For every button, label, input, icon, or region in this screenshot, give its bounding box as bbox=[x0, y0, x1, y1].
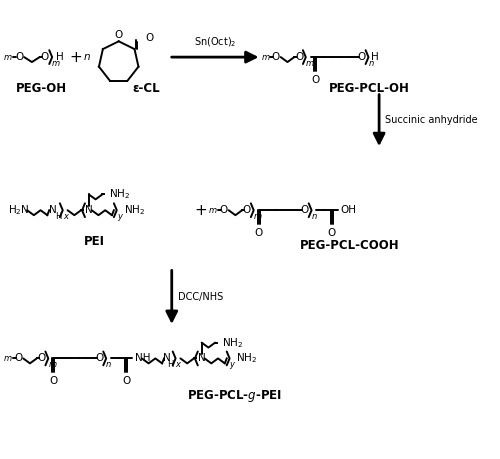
Text: m: m bbox=[52, 59, 60, 68]
Text: O: O bbox=[254, 228, 262, 238]
Text: Succinic anhydride: Succinic anhydride bbox=[385, 115, 478, 125]
Text: O: O bbox=[122, 376, 130, 386]
Text: N: N bbox=[49, 205, 57, 215]
Text: n: n bbox=[368, 59, 374, 68]
Text: NH$_2$: NH$_2$ bbox=[109, 188, 130, 202]
Text: y: y bbox=[230, 360, 234, 369]
Text: PEI: PEI bbox=[84, 235, 105, 248]
Text: ε-CL: ε-CL bbox=[132, 82, 160, 95]
Text: O: O bbox=[312, 75, 320, 85]
Text: NH$_2$: NH$_2$ bbox=[236, 352, 258, 365]
Text: n: n bbox=[106, 360, 112, 369]
Text: O: O bbox=[295, 52, 303, 62]
Text: NH$_2$: NH$_2$ bbox=[222, 336, 243, 349]
Text: PEG-PCL-$\it{g}$-PEI: PEG-PCL-$\it{g}$-PEI bbox=[187, 388, 282, 404]
Text: n: n bbox=[84, 52, 90, 62]
Text: C: C bbox=[312, 56, 313, 58]
Text: O: O bbox=[114, 30, 123, 40]
Text: NH$_2$: NH$_2$ bbox=[124, 203, 144, 217]
Text: N: N bbox=[163, 353, 171, 364]
Text: H: H bbox=[372, 52, 379, 62]
Text: OH: OH bbox=[340, 205, 356, 215]
Text: m: m bbox=[209, 206, 218, 215]
Text: m: m bbox=[4, 354, 12, 363]
Text: PEG-PCL-COOH: PEG-PCL-COOH bbox=[300, 239, 400, 252]
Text: O: O bbox=[243, 205, 251, 215]
Text: m: m bbox=[261, 53, 270, 62]
Text: O: O bbox=[96, 353, 104, 364]
Text: O: O bbox=[38, 353, 46, 364]
Text: N: N bbox=[198, 353, 205, 364]
Text: x: x bbox=[176, 360, 180, 369]
Text: m: m bbox=[306, 59, 314, 68]
Text: H: H bbox=[56, 52, 64, 62]
Text: m: m bbox=[48, 360, 56, 369]
Text: H: H bbox=[55, 212, 61, 221]
Text: m: m bbox=[4, 53, 12, 62]
Text: PEG-PCL-OH: PEG-PCL-OH bbox=[329, 82, 410, 95]
Text: O: O bbox=[300, 205, 309, 215]
Text: O: O bbox=[15, 52, 24, 62]
Text: O: O bbox=[40, 52, 48, 62]
Text: n: n bbox=[312, 212, 317, 221]
Text: O: O bbox=[220, 205, 228, 215]
Text: Sn(Oct)$_2$: Sn(Oct)$_2$ bbox=[194, 36, 236, 49]
Text: H$_2$N: H$_2$N bbox=[8, 203, 30, 217]
Text: O: O bbox=[146, 33, 154, 43]
Text: H: H bbox=[168, 360, 174, 369]
Text: m: m bbox=[254, 212, 262, 221]
Text: O: O bbox=[14, 353, 22, 364]
Text: +: + bbox=[69, 50, 82, 65]
Text: +: + bbox=[194, 203, 207, 218]
Text: O: O bbox=[272, 52, 280, 62]
Text: N: N bbox=[85, 205, 92, 215]
Text: y: y bbox=[117, 212, 122, 221]
Text: O: O bbox=[328, 228, 336, 238]
Text: O: O bbox=[358, 52, 366, 62]
Text: x: x bbox=[63, 212, 68, 221]
Text: O: O bbox=[49, 376, 57, 386]
Text: NH: NH bbox=[135, 353, 150, 364]
Text: DCC/NHS: DCC/NHS bbox=[178, 292, 223, 302]
Text: PEG-OH: PEG-OH bbox=[16, 82, 67, 95]
